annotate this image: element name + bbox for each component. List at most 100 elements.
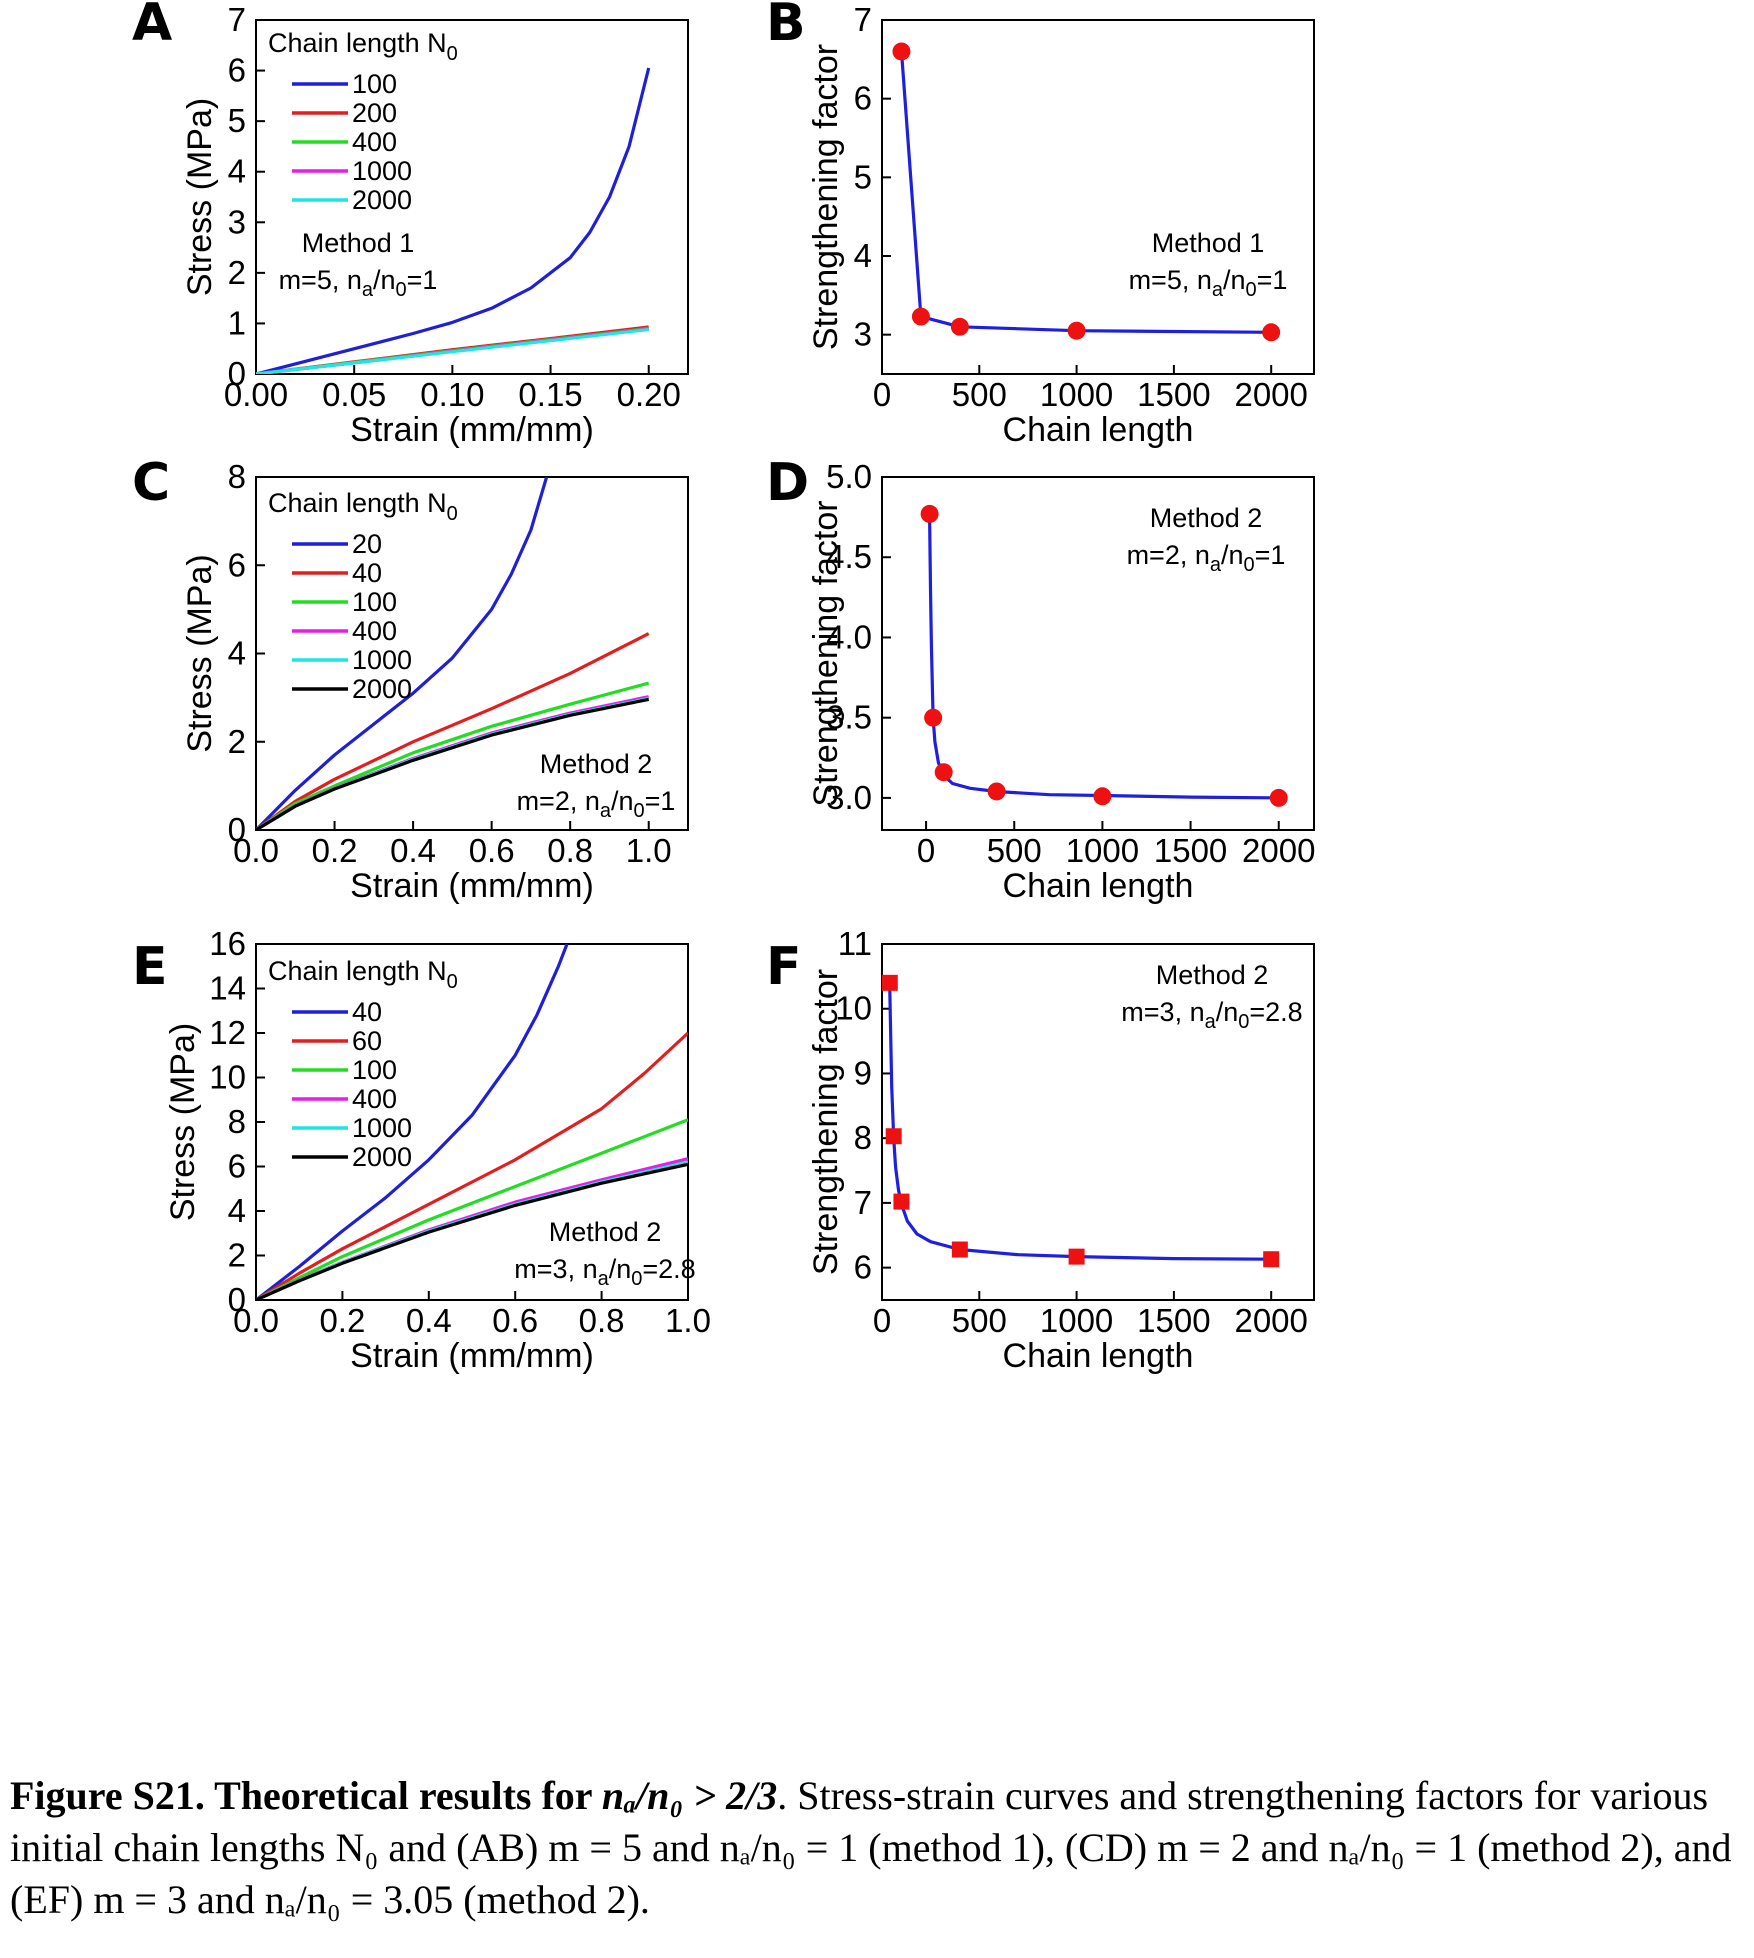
parameter-label: m=5, na/n0=1 xyxy=(279,265,438,301)
x-tick-label: 0.00 xyxy=(224,376,288,413)
data-point xyxy=(1262,323,1281,342)
series-line-40 xyxy=(256,944,569,1300)
y-tick-label: 4 xyxy=(854,237,872,274)
y-tick-label: 3 xyxy=(854,316,872,353)
parameter-label: m=2, na/n0=1 xyxy=(517,786,676,822)
x-tick-label: 0.2 xyxy=(312,832,358,869)
y-tick-label: 0 xyxy=(228,1281,246,1318)
y-tick-label: 6 xyxy=(228,546,246,583)
y-tick-label: 3.5 xyxy=(826,699,872,736)
x-tick-label: 1500 xyxy=(1137,376,1210,413)
x-tick-label: 1.0 xyxy=(665,1302,711,1339)
x-tick-label: 0.6 xyxy=(469,832,515,869)
legend-label-40: 40 xyxy=(352,558,382,588)
data-point xyxy=(885,1128,902,1145)
method-annotation: Method 1 m=5, na/n0=1 xyxy=(1129,228,1288,301)
data-point xyxy=(924,708,943,727)
x-axis-label: Chain length xyxy=(1003,867,1194,905)
panel-letter: C xyxy=(132,453,170,513)
method-annotation: Method 2 m=3, na/n0=2.8 xyxy=(1121,960,1302,1033)
y-tick-label: 8 xyxy=(854,1119,872,1156)
x-axis-label: Strain (mm/mm) xyxy=(350,411,594,449)
y-tick-label: 5.0 xyxy=(826,458,872,495)
x-tick-label: 1000 xyxy=(1066,832,1139,869)
y-tick-label: 3.0 xyxy=(826,779,872,816)
caption-bold-lead: Figure S21. Theoretical results for xyxy=(10,1773,602,1818)
x-tick-label: 0.20 xyxy=(617,376,681,413)
y-tick-label: 4 xyxy=(228,153,246,190)
series-line-20 xyxy=(256,477,549,830)
legend-label-400: 400 xyxy=(352,616,397,646)
y-axis-label: Stress (MPa) xyxy=(181,98,219,296)
y-tick-label: 0 xyxy=(228,355,246,392)
legend-label-2000: 2000 xyxy=(352,185,412,215)
y-tick-label: 6 xyxy=(228,1148,246,1185)
x-tick-label: 500 xyxy=(987,832,1042,869)
panel-b: B 0 500 1000 1500 2000 3 4 5 6 7 Chain length Streng… xyxy=(766,0,1315,449)
x-tick-label: 2000 xyxy=(1242,832,1315,869)
parameter-label: m=3, na/n0=2.8 xyxy=(514,1254,695,1290)
method-label: Method 2 xyxy=(1150,503,1263,533)
series-line-2000 xyxy=(256,697,650,830)
y-tick-label: 3 xyxy=(228,203,246,240)
panel-d: D 0 500 1000 1500 2000 3.0 3.5 4.0 4.5 5.0 Chain le… xyxy=(766,453,1315,905)
y-tick-label: 0 xyxy=(228,811,246,848)
panel-letter: A xyxy=(132,0,172,53)
legend-label-1000: 1000 xyxy=(352,1113,412,1143)
legend-title: Chain length N0 xyxy=(268,956,458,993)
y-tick-label: 2 xyxy=(228,254,246,291)
method-label: Method 2 xyxy=(540,749,653,779)
y-tick-label: 4 xyxy=(228,635,246,672)
data-point xyxy=(920,504,939,523)
legend-label-400: 400 xyxy=(352,127,397,157)
y-tick-label: 4.0 xyxy=(826,618,872,655)
y-tick-label: 12 xyxy=(209,1014,246,1051)
plot-frame xyxy=(881,19,1315,375)
x-axis-label: Strain (mm/mm) xyxy=(350,1337,594,1375)
plot-frame xyxy=(881,943,1315,1301)
y-tick-label: 8 xyxy=(228,458,246,495)
x-tick-label: 500 xyxy=(952,1302,1007,1339)
data-point xyxy=(951,1241,968,1258)
y-tick-label: 7 xyxy=(228,1,246,38)
y-axis-label: Strengthening factor xyxy=(807,969,845,1275)
y-tick-label: 14 xyxy=(209,970,246,1007)
y-tick-label: 5 xyxy=(854,158,872,195)
y-tick-label: 10 xyxy=(209,1059,246,1096)
y-tick-label: 6 xyxy=(228,52,246,89)
panel-c: C 0.0 0.2 0.4 0.6 0.8 1.0 0 2 4 6 8 Strain (mm/mm) St… xyxy=(132,453,689,905)
legend-label-100: 100 xyxy=(352,69,397,99)
method-label: Method 2 xyxy=(1156,960,1269,990)
data-point xyxy=(1068,1248,1085,1265)
x-tick-label: 0 xyxy=(873,1302,891,1339)
data-point xyxy=(892,42,911,61)
series-line-100 xyxy=(256,681,650,830)
x-tick-label: 1000 xyxy=(1040,376,1113,413)
x-tick-label: 0.0 xyxy=(233,1302,279,1339)
y-tick-label: 7 xyxy=(854,1184,872,1221)
x-tick-label: 2000 xyxy=(1234,1302,1307,1339)
series-group xyxy=(256,944,688,1300)
panel-letter: F xyxy=(766,937,802,997)
plot-frame xyxy=(255,19,689,375)
panel-letter: D xyxy=(766,453,809,513)
x-tick-label: 0 xyxy=(917,832,935,869)
x-tick-label: 0.8 xyxy=(547,832,593,869)
panel-f: F 0 500 1000 1500 2000 6 7 8 9 10 11 Chain length Str… xyxy=(766,925,1315,1375)
panel-a: A 0.00 0.05 0.10 0.15 0.20 0 1 2 3 4 5 6 7 Strain (mm/… xyxy=(132,0,689,449)
x-tick-label: 0.4 xyxy=(390,832,436,869)
data-point xyxy=(881,974,898,991)
data-point xyxy=(1093,787,1112,806)
data-point xyxy=(911,307,930,326)
legend-label-200: 200 xyxy=(352,98,397,128)
x-tick-label: 0 xyxy=(873,376,891,413)
y-tick-label: 9 xyxy=(854,1054,872,1091)
x-tick-label: 0.8 xyxy=(579,1302,625,1339)
x-axis-label: Strain (mm/mm) xyxy=(350,867,594,905)
series-line-40 xyxy=(256,632,650,830)
panel-letter: E xyxy=(132,937,168,997)
series-line-2000 xyxy=(256,327,649,374)
y-tick-label: 4.5 xyxy=(826,538,872,575)
